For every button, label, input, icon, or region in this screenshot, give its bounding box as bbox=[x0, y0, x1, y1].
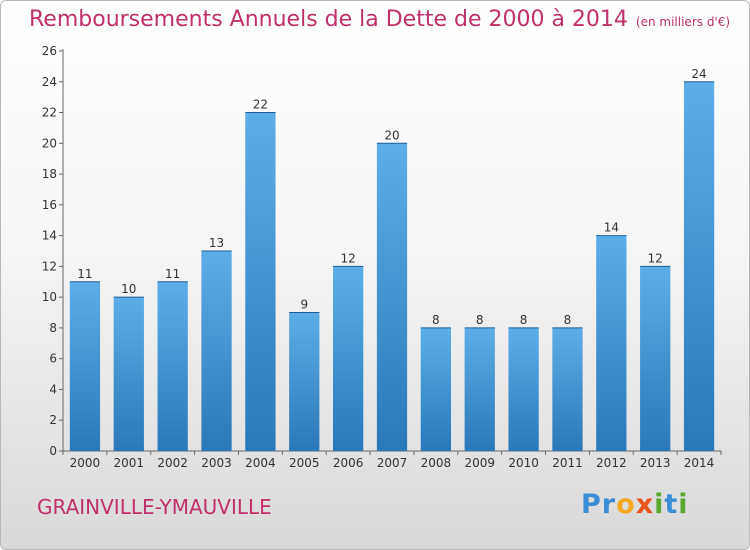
logo-letter: i bbox=[654, 489, 665, 520]
bar bbox=[640, 266, 671, 451]
logo-letter: x bbox=[635, 489, 655, 520]
bar bbox=[245, 112, 276, 452]
x-tick-label: 2004 bbox=[245, 456, 276, 470]
x-tick-label: 2003 bbox=[201, 456, 232, 470]
x-tick-label: 2010 bbox=[508, 456, 539, 470]
bar bbox=[596, 235, 627, 451]
bar bbox=[157, 281, 188, 451]
y-tick-label: 6 bbox=[49, 352, 57, 366]
logo-letter: i bbox=[678, 489, 689, 520]
bar bbox=[552, 327, 583, 451]
chart-title: Remboursements Annuels de la Dette de 20… bbox=[29, 7, 730, 32]
data-label: 8 bbox=[476, 313, 484, 327]
x-tick-label: 2011 bbox=[552, 456, 583, 470]
proxiti-logo[interactable]: Proxiti bbox=[581, 489, 689, 520]
chart-unit: (en milliers d'€) bbox=[635, 15, 731, 29]
data-label: 13 bbox=[209, 236, 224, 250]
logo-letter: o bbox=[616, 489, 636, 520]
data-label: 8 bbox=[432, 313, 440, 327]
y-tick-label: 4 bbox=[49, 382, 57, 396]
data-label: 20 bbox=[384, 128, 399, 142]
y-tick-label: 26 bbox=[42, 44, 57, 58]
data-label: 11 bbox=[77, 267, 92, 281]
bars bbox=[69, 81, 715, 452]
x-tick-label: 2005 bbox=[289, 456, 320, 470]
x-tick-label: 2008 bbox=[421, 456, 452, 470]
bar bbox=[289, 312, 320, 451]
data-label: 8 bbox=[564, 313, 572, 327]
bar bbox=[376, 143, 408, 452]
y-tick-label: 8 bbox=[49, 321, 57, 335]
x-tick-label: 2014 bbox=[684, 456, 715, 470]
bar bbox=[508, 327, 539, 451]
bar bbox=[420, 327, 452, 451]
chart-title-text: Remboursements Annuels de la Dette de 20… bbox=[29, 7, 628, 32]
x-tick-label: 2012 bbox=[596, 456, 627, 470]
data-label: 22 bbox=[253, 98, 268, 112]
x-axis: 2000 2001 2002 2003 2004 2005 2006 2007 2008 2009… bbox=[62, 450, 722, 470]
y-tick-label: 10 bbox=[42, 290, 57, 304]
logo-letter: r bbox=[601, 489, 617, 520]
logo-letter: P bbox=[581, 489, 602, 520]
bar bbox=[683, 81, 715, 452]
y-tick-label: 18 bbox=[42, 167, 57, 181]
y-tick-label: 20 bbox=[42, 136, 57, 150]
y-tick-label: 2 bbox=[49, 413, 57, 427]
bar bbox=[113, 297, 144, 451]
y-tick-label: 0 bbox=[49, 444, 57, 458]
town-name: GRAINVILLE-YMAUVILLE bbox=[37, 495, 272, 519]
x-tick-label: 2001 bbox=[114, 456, 145, 470]
data-label: 10 bbox=[121, 282, 136, 296]
x-tick-label: 2006 bbox=[333, 456, 364, 470]
y-tick-label: 12 bbox=[42, 259, 57, 273]
bar bbox=[69, 281, 101, 451]
y-tick-label: 16 bbox=[42, 198, 57, 212]
bar bbox=[464, 327, 495, 451]
data-label: 9 bbox=[300, 298, 308, 312]
data-label: 11 bbox=[165, 267, 180, 281]
data-labels: 11 10 11 13 22 9 12 20 8 8 8 8 14 12 24 bbox=[77, 67, 706, 327]
data-label: 14 bbox=[604, 221, 619, 235]
logo-letter: t bbox=[664, 489, 679, 520]
y-tick-label: 22 bbox=[42, 106, 57, 120]
bar bbox=[332, 266, 364, 451]
data-label: 12 bbox=[340, 251, 355, 265]
data-label: 12 bbox=[648, 251, 663, 265]
y-tick-label: 24 bbox=[42, 75, 57, 89]
data-label: 8 bbox=[520, 313, 528, 327]
x-tick-label: 2009 bbox=[464, 456, 495, 470]
bar bbox=[201, 251, 232, 451]
x-tick-label: 2007 bbox=[377, 456, 408, 470]
x-tick-label: 2013 bbox=[640, 456, 671, 470]
x-tick-label: 2000 bbox=[70, 456, 101, 470]
y-tick-label: 14 bbox=[42, 229, 57, 243]
data-label: 24 bbox=[691, 67, 706, 81]
x-tick-label: 2002 bbox=[157, 456, 188, 470]
